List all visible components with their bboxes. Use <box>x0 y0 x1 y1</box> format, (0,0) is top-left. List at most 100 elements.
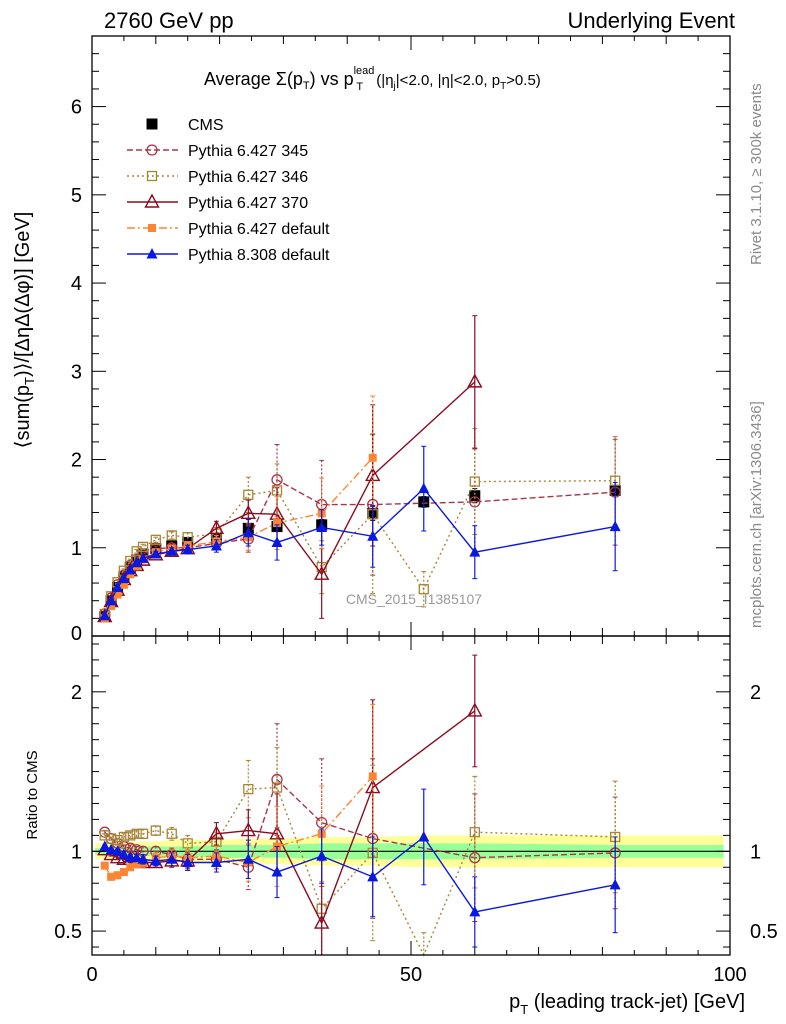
legend-label: Pythia 6.427 346 <box>188 169 308 186</box>
legend-marker <box>146 248 158 259</box>
ratio-point <box>367 870 379 882</box>
main-point <box>240 504 256 520</box>
ratio-point <box>271 866 283 877</box>
main-point <box>469 476 480 487</box>
main-point <box>367 530 379 541</box>
main-point <box>124 563 136 575</box>
ratio-point <box>316 850 328 861</box>
main-point <box>273 519 282 528</box>
ratio-point <box>240 822 256 837</box>
x-tick-label: 0 <box>86 964 97 986</box>
ratio-point <box>112 835 123 846</box>
ratio-panel-series <box>97 654 621 957</box>
main-series-p6def <box>100 395 377 623</box>
header-right: Underlying Event <box>567 8 735 33</box>
ratio-point <box>182 838 193 849</box>
ratio-y-tick-label: 2 <box>71 682 82 704</box>
main-y-tick-label: 5 <box>71 185 82 207</box>
main-title: Average Σ(pT) vs plead T (|ηj|<2.0, |η|<2… <box>204 65 541 93</box>
main-y-tick-label: 4 <box>71 273 82 295</box>
ratio-point <box>118 831 130 843</box>
main-point <box>112 581 124 592</box>
main-point <box>314 565 330 580</box>
ratio-point <box>137 853 149 864</box>
axes: 0 50 100 0 1 2 3 4 5 6 0.5 0.5 1 1 2 2 <box>54 35 778 986</box>
main-point <box>316 521 328 532</box>
ratio-point <box>113 871 122 880</box>
legend-marker <box>146 118 158 130</box>
main-point <box>609 520 621 532</box>
legend-label: Pythia 8.308 default <box>188 247 330 264</box>
main-point <box>242 526 254 538</box>
main-point <box>131 556 143 568</box>
legend-label: CMS <box>188 117 224 134</box>
main-point <box>107 602 116 610</box>
main-point <box>150 547 162 559</box>
legend-marker <box>148 224 156 232</box>
ratio-point <box>137 828 149 839</box>
ratio-point <box>150 825 161 836</box>
ratio-point <box>131 851 143 863</box>
ratio-point <box>166 853 178 864</box>
ratio-y-axis-label: Ratio to CMS <box>24 750 41 839</box>
main-point <box>469 546 481 557</box>
legend-label: Pythia 6.427 370 <box>188 195 308 212</box>
main-point <box>113 590 122 599</box>
ratio-line-p370 <box>104 710 476 925</box>
main-y-tick-label: 3 <box>71 361 82 383</box>
ratio-point <box>271 782 283 793</box>
ratio-point <box>105 843 117 855</box>
legend-marker <box>146 144 158 156</box>
ratio-series-p8def <box>99 788 621 948</box>
ratio-point <box>99 840 111 852</box>
legend-marker <box>146 170 158 182</box>
ratio-point <box>467 702 483 717</box>
ratio-y-tick-label: 0.5 <box>54 921 82 943</box>
legend-marker <box>144 193 160 208</box>
main-y-tick-label: 6 <box>71 97 82 119</box>
main-point <box>467 373 483 388</box>
main-y-tick-label: 2 <box>71 450 82 472</box>
ratio-point <box>99 830 110 841</box>
ratio-point <box>100 861 109 870</box>
main-point <box>118 572 130 584</box>
ratio-y-tick-label: 1 <box>71 841 82 863</box>
main-line-p346 <box>104 480 616 615</box>
rivet-label: Rivet 3.1.10, ≥ 300k events <box>748 83 765 265</box>
main-point <box>210 540 222 551</box>
ratio-point <box>105 833 117 844</box>
main-series-p8def <box>99 445 621 621</box>
main-point <box>418 584 429 595</box>
ratio-point <box>125 830 136 841</box>
main-point <box>99 609 111 621</box>
main-point <box>105 594 117 606</box>
ratio-point <box>609 878 621 890</box>
main-point <box>182 543 194 555</box>
legend-label: Pythia 6.427 default <box>188 221 330 238</box>
main-line-p6def <box>104 457 374 619</box>
main-point <box>166 545 178 556</box>
ratio-y-tick-label-right: 1 <box>750 841 761 863</box>
ratio-point <box>118 848 130 860</box>
main-point <box>418 482 430 494</box>
header-left: 2760 GeV pp <box>104 8 234 33</box>
x-tick-label: 100 <box>713 964 746 986</box>
ratio-y-tick-label-right: 2 <box>750 682 761 704</box>
main-point <box>137 552 149 563</box>
ratio-y-tick-label-right: 0.5 <box>750 921 778 943</box>
ratio-point <box>182 856 194 867</box>
main-y-tick-label: 0 <box>71 623 82 645</box>
main-y-tick-label: 1 <box>71 538 82 560</box>
ratio-point <box>469 905 481 917</box>
ratio-point <box>107 872 116 881</box>
x-axis-label: pT (leading track-jet) [GeV] <box>509 991 745 1017</box>
ratio-point <box>126 863 135 872</box>
ratio-point <box>242 853 254 864</box>
ratio-point <box>210 856 222 867</box>
main-point <box>469 490 481 502</box>
ratio-point <box>166 828 177 839</box>
ratio-point <box>119 868 128 877</box>
main-point <box>243 489 254 500</box>
main-point <box>150 534 161 545</box>
